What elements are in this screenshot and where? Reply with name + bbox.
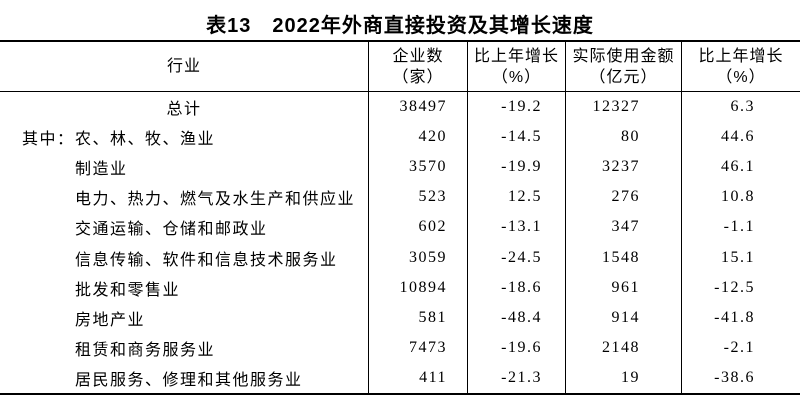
- header-amount-line2: （亿元）: [589, 68, 658, 86]
- row-industry: 农、林、牧、渔业: [75, 131, 216, 149]
- cell-enterprises: 420: [368, 122, 467, 153]
- header-amount-line1: 实际使用金额: [572, 47, 675, 65]
- header-industry: 行业: [0, 42, 368, 91]
- cell-amount: 914: [565, 302, 681, 333]
- table-title: 表13 2022年外商直接投资及其增长速度: [206, 15, 594, 37]
- row-industry: 房地产业: [75, 311, 146, 329]
- cell-amount: 1548: [565, 242, 681, 273]
- cell-amount: 2148: [565, 332, 681, 363]
- header-enterprises-line2: （家）: [392, 68, 444, 86]
- cell-amount: 276: [565, 182, 681, 213]
- fdi-table: 行业 企业数 （家） 比上年增长 （%） 实际使用金额 （亿元） 比上年增长 （…: [0, 40, 800, 395]
- table-row-information: 信息传输、软件和信息技术服务业 3059 -24.5 1548 15.1: [0, 242, 800, 273]
- row-industry: 居民服务、修理和其他服务业: [75, 371, 303, 389]
- cell-enterprises: 7473: [368, 332, 467, 363]
- table-row-resident-services: 居民服务、修理和其他服务业 411 -21.3 19 -38.6: [0, 362, 800, 393]
- cell-amount: 347: [565, 212, 681, 243]
- table-row-wholesale-retail: 批发和零售业 10894 -18.6 961 -12.5: [0, 272, 800, 303]
- row-label: 其中： 农、林、牧、渔业: [0, 122, 368, 152]
- header-amount: 实际使用金额 （亿元）: [565, 42, 681, 91]
- row-prefix: 其中：: [22, 131, 75, 149]
- cell-enterprises: 10894: [368, 272, 467, 303]
- table-row-manufacturing: 制造业 3570 -19.9 3237 46.1: [0, 152, 800, 183]
- row-industry: 批发和零售业: [75, 281, 181, 299]
- cell-amount-growth: 6.3: [681, 92, 800, 123]
- row-label: 租赁和商务服务业: [0, 333, 368, 363]
- header-amount-growth: 比上年增长 （%）: [681, 42, 800, 91]
- row-industry: 总计: [166, 101, 202, 119]
- cell-enterprises: 581: [368, 302, 467, 333]
- cell-enterprises-growth: -19.9: [467, 152, 565, 183]
- row-label: 信息传输、软件和信息技术服务业: [0, 242, 368, 272]
- row-industry: 电力、热力、燃气及水生产和供应业: [75, 191, 356, 209]
- cell-enterprises-growth: -13.1: [467, 212, 565, 243]
- cell-amount-growth: 44.6: [681, 122, 800, 153]
- cell-amount: 19: [565, 362, 681, 393]
- cell-amount-growth: 46.1: [681, 152, 800, 183]
- cell-enterprises-growth: -19.6: [467, 332, 565, 363]
- cell-enterprises: 602: [368, 212, 467, 243]
- header-enterprises-growth-line1: 比上年增长: [473, 47, 559, 65]
- row-label: 制造业: [0, 152, 368, 182]
- table-row-leasing-business: 租赁和商务服务业 7473 -19.6 2148 -2.1: [0, 332, 800, 363]
- cell-amount: 12327: [565, 92, 681, 123]
- cell-enterprises-growth: 12.5: [467, 182, 565, 213]
- cell-amount-growth: 10.8: [681, 182, 800, 213]
- table-row-total: 总计 38497 -19.2 12327 6.3: [0, 92, 800, 123]
- row-label: 居民服务、修理和其他服务业: [0, 363, 368, 393]
- cell-amount-growth: -2.1: [681, 332, 800, 363]
- row-label: 批发和零售业: [0, 273, 368, 303]
- cell-amount: 961: [565, 272, 681, 303]
- table-row-real-estate: 房地产业 581 -48.4 914 -41.8: [0, 302, 800, 333]
- cell-amount: 80: [565, 122, 681, 153]
- table-row-agriculture: 其中： 农、林、牧、渔业 420 -14.5 80 44.6: [0, 122, 800, 153]
- row-industry: 制造业: [75, 161, 128, 179]
- header-enterprises: 企业数 （家）: [368, 42, 467, 91]
- row-label: 房地产业: [0, 303, 368, 333]
- cell-enterprises: 411: [368, 362, 467, 393]
- cell-enterprises: 38497: [368, 92, 467, 123]
- cell-enterprises: 3570: [368, 152, 467, 183]
- table-row-transport: 交通运输、仓储和邮政业 602 -13.1 347 -1.1: [0, 212, 800, 243]
- cell-enterprises-growth: -21.3: [467, 362, 565, 393]
- cell-amount-growth: -12.5: [681, 272, 800, 303]
- row-label: 电力、热力、燃气及水生产和供应业: [0, 182, 368, 212]
- cell-enterprises: 3059: [368, 242, 467, 273]
- cell-amount-growth: -38.6: [681, 362, 800, 393]
- cell-amount-growth: -1.1: [681, 212, 800, 243]
- row-industry: 租赁和商务服务业: [75, 341, 216, 359]
- table-body: 总计 38497 -19.2 12327 6.3 其中： 农、林、牧、渔业 420…: [0, 92, 800, 393]
- cell-enterprises-growth: -24.5: [467, 242, 565, 273]
- row-label: 交通运输、仓储和邮政业: [0, 212, 368, 242]
- table-header-row: 行业 企业数 （家） 比上年增长 （%） 实际使用金额 （亿元） 比上年增长 （…: [0, 42, 800, 92]
- header-enterprises-growth: 比上年增长 （%）: [467, 42, 565, 91]
- row-industry: 信息传输、软件和信息技术服务业: [75, 251, 338, 269]
- header-enterprises-line1: 企业数: [392, 47, 444, 65]
- header-industry-label: 行业: [166, 58, 201, 75]
- row-industry: 交通运输、仓储和邮政业: [75, 221, 268, 239]
- header-amount-growth-line2: （%）: [716, 68, 766, 86]
- cell-enterprises: 523: [368, 182, 467, 213]
- cell-amount-growth: 15.1: [681, 242, 800, 273]
- cell-enterprises-growth: -18.6: [467, 272, 565, 303]
- cell-enterprises-growth: -19.2: [467, 92, 565, 123]
- row-label: 总计: [0, 92, 368, 122]
- cell-enterprises-growth: -14.5: [467, 122, 565, 153]
- cell-amount-growth: -41.8: [681, 302, 800, 333]
- table-row-utilities: 电力、热力、燃气及水生产和供应业 523 12.5 276 10.8: [0, 182, 800, 213]
- header-enterprises-growth-line2: （%）: [491, 68, 542, 86]
- cell-amount: 3237: [565, 152, 681, 183]
- cell-enterprises-growth: -48.4: [467, 302, 565, 333]
- header-amount-growth-line1: 比上年增长: [698, 47, 784, 65]
